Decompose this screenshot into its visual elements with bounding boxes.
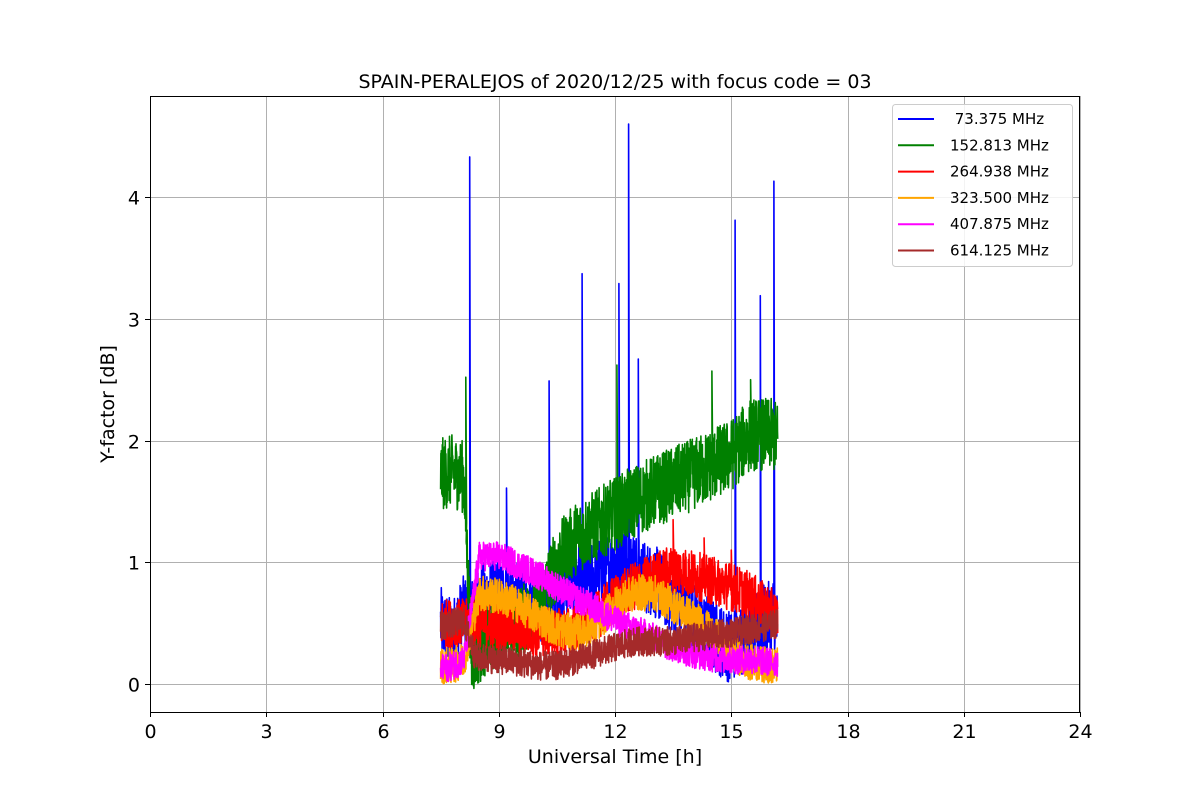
- x-tick-label: 18: [836, 721, 860, 743]
- series-line-5: [439, 606, 779, 681]
- y-tick-label: 0: [128, 675, 140, 697]
- x-tick-label: 6: [377, 721, 389, 743]
- y-tick-label: 2: [128, 432, 140, 454]
- x-tick-label: 15: [719, 721, 743, 743]
- legend-label: 614.125 MHz: [950, 242, 1049, 260]
- x-tick-label: 21: [952, 721, 976, 743]
- x-ticks: 0 3 6 9 12 15 18 21 24: [144, 712, 1093, 743]
- y-tick-label: 4: [128, 188, 140, 210]
- x-tick-label: 9: [493, 721, 505, 743]
- chart-title: SPAIN-PERALEJOS of 2020/12/25 with focus…: [358, 71, 871, 93]
- series-line-4: [439, 541, 779, 683]
- legend-label: 73.375 MHz: [950, 110, 1044, 128]
- x-tick-label: 12: [603, 721, 627, 743]
- legend: 73.375 MHz 152.813 MHz 264.938 MHz 323.500 …: [892, 104, 1073, 267]
- legend-box: [892, 104, 1073, 267]
- x-tick-label: 0: [144, 721, 156, 743]
- y-tick-label: 3: [128, 310, 140, 332]
- y-tick-label: 1: [128, 553, 140, 575]
- x-tick-label: 3: [260, 721, 272, 743]
- series-layer: [439, 123, 779, 690]
- x-axis-label: Universal Time [h]: [528, 746, 702, 768]
- x-tick-label: 24: [1068, 721, 1092, 743]
- legend-label: 264.938 MHz: [950, 163, 1049, 181]
- legend-label: 323.500 MHz: [950, 189, 1049, 207]
- y-axis-label: Y-factor [dB]: [97, 345, 119, 464]
- y-ticks: 0 1 2 3 4: [128, 188, 150, 697]
- legend-label: 407.875 MHz: [950, 215, 1049, 233]
- legend-label: 152.813 MHz: [950, 136, 1049, 154]
